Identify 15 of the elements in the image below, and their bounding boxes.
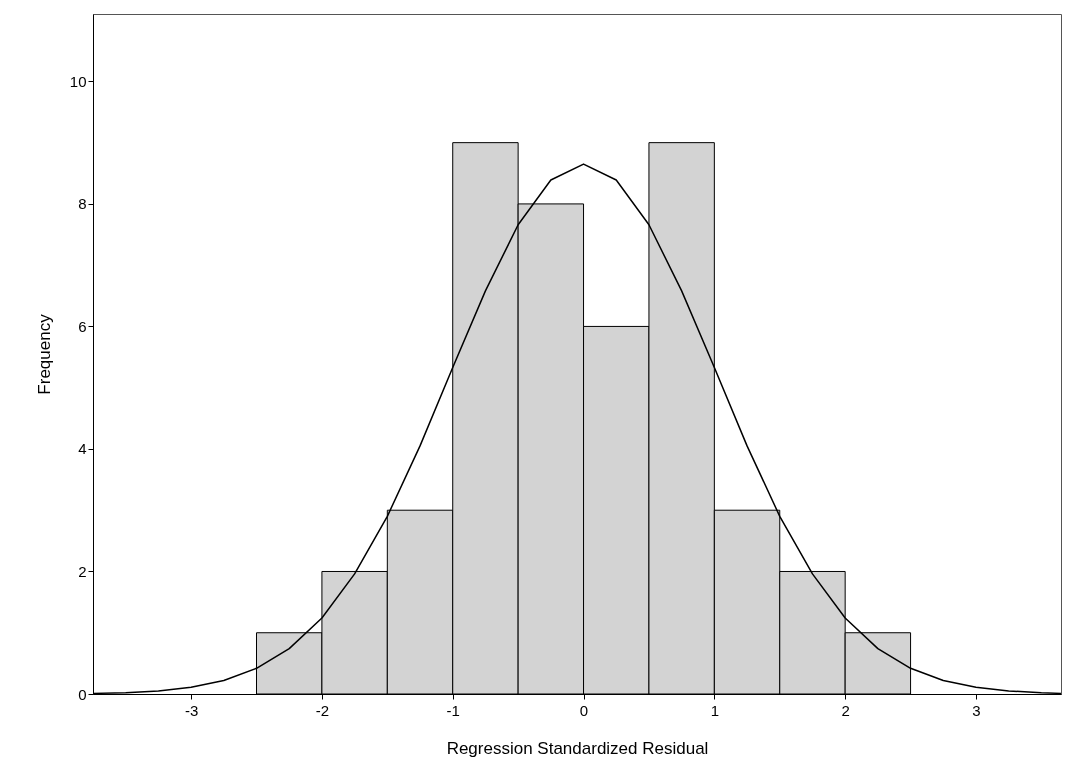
y-tick-label: 2 bbox=[78, 562, 87, 580]
x-tick-label: 2 bbox=[841, 701, 850, 719]
x-tick-label: -3 bbox=[184, 701, 199, 719]
x-tick-label: 0 bbox=[579, 701, 589, 719]
x-axis-title: Regression Standardized Residual bbox=[446, 738, 709, 758]
x-tick-label: -2 bbox=[315, 701, 330, 719]
y-tick-label: 10 bbox=[69, 72, 87, 90]
y-tick-label: 0 bbox=[78, 685, 87, 703]
x-tick-label: 1 bbox=[710, 701, 720, 719]
y-axis-title: Frequency bbox=[34, 313, 54, 395]
y-tick-label: 4 bbox=[78, 440, 87, 458]
x-tick-label: 3 bbox=[972, 701, 981, 719]
x-tick-label: -1 bbox=[446, 701, 460, 719]
y-tick-label: 8 bbox=[78, 195, 87, 213]
y-tick-label: 6 bbox=[78, 317, 87, 335]
